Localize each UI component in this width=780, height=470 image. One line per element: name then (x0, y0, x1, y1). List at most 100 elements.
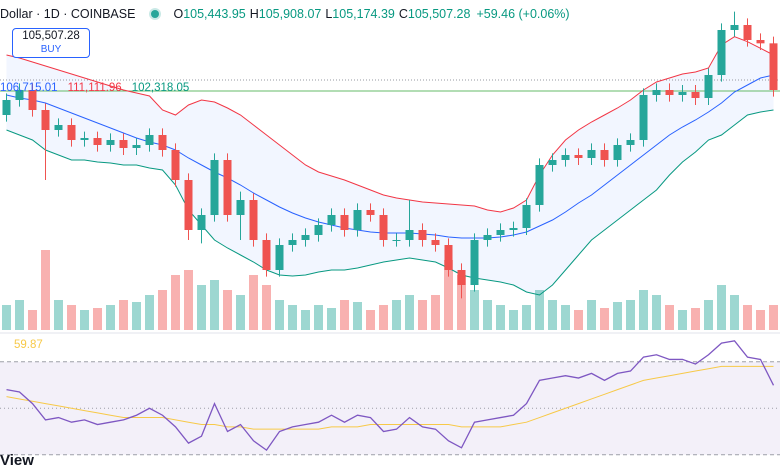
volume-bar (769, 305, 778, 330)
candle-body (223, 160, 232, 215)
candle-body (327, 215, 336, 225)
candle-body (626, 140, 635, 145)
volume-bar (340, 300, 349, 330)
volume-bar (223, 290, 232, 330)
candle-body (457, 270, 466, 285)
status-dot (151, 10, 160, 18)
volume-bar (301, 310, 310, 330)
bb-upper (6, 36, 774, 213)
bb-lower-label: 102,318.05 (131, 82, 190, 94)
ohlc-value: 105,507.28 (407, 7, 471, 21)
volume-bar (665, 305, 674, 330)
candle-body (353, 210, 362, 230)
volume-bar (626, 300, 635, 330)
candle-body (210, 160, 219, 215)
rsi-band (0, 361, 780, 455)
candle-body (236, 200, 245, 215)
volume-bar (483, 300, 492, 330)
candle-body (80, 138, 89, 140)
bollinger-legend: 106,715.01 111,111.96 102,318.05 (0, 82, 189, 94)
candle-body (717, 30, 726, 75)
header: Dollar · 1D · COINBASE O 105,443.95 H 105,… (0, 5, 570, 23)
volume-bar (106, 305, 115, 330)
bb-upper-label: 111,111.96 (67, 82, 122, 94)
volume-bar (496, 305, 505, 330)
candle-body (730, 25, 739, 30)
candle-body (587, 150, 596, 158)
bb-fill (6, 36, 774, 296)
candle-body (392, 240, 401, 241)
candle-body (405, 230, 414, 240)
candle-body (743, 25, 752, 40)
ohlc-key: O (173, 7, 184, 21)
ohlc-value: 105,908.07 (258, 7, 322, 21)
candle-body (301, 235, 310, 240)
candle-body (106, 140, 115, 145)
volume-bar (574, 310, 583, 330)
candle-body (613, 145, 622, 160)
volume-bar (366, 310, 375, 330)
volume-bar (67, 305, 76, 330)
price: 105,507.28 (22, 30, 80, 42)
volume-bar (197, 285, 206, 330)
volume-bar (41, 250, 50, 330)
volume-bar (132, 302, 141, 330)
candle-body (171, 150, 180, 180)
ohlc-value: 105,174.39 (332, 7, 395, 21)
candle-body (93, 138, 102, 145)
volume-bar (756, 310, 765, 330)
volume-bar (691, 308, 700, 330)
candle-body (483, 235, 492, 240)
brand: View (0, 452, 34, 469)
volume-bar (418, 300, 427, 330)
candle-body (275, 245, 284, 270)
volume-bar (184, 270, 193, 330)
bb-lower (6, 109, 774, 296)
volume-bar (28, 310, 37, 330)
candle-body (249, 200, 258, 240)
candle-body (67, 125, 76, 140)
candle-body (509, 228, 518, 230)
ohlc-value: 105,443.95 (183, 7, 246, 21)
rsi-label: 59.87 (14, 339, 43, 351)
rsi-line (6, 340, 775, 452)
volume-bar (93, 308, 102, 330)
volume-bar (2, 305, 11, 330)
candle-body (431, 240, 440, 245)
volume-bar (249, 275, 258, 330)
volume-bar (444, 260, 453, 330)
volume-bar (639, 290, 648, 330)
volume-bar (561, 305, 570, 330)
volume-bar (353, 302, 362, 330)
volume-bar (587, 300, 596, 330)
bb-basis (6, 74, 774, 239)
volume-bar (54, 300, 63, 330)
candle-body (496, 230, 505, 235)
volume-bar (145, 295, 154, 330)
rsi-ma (6, 365, 774, 430)
candle-body (691, 92, 700, 98)
candle-body (639, 95, 648, 140)
candle-body (470, 240, 479, 285)
candle-body (366, 210, 375, 215)
candle-body (678, 92, 687, 95)
volume-bar (431, 295, 440, 330)
price-tag[interactable]: 105,507.28 BUY (12, 28, 90, 58)
volume-bar (158, 290, 167, 330)
volume-bar (470, 290, 479, 330)
candle-body (704, 75, 713, 98)
buy-button[interactable]: BUY (40, 44, 62, 55)
candle-body (262, 240, 271, 270)
volume-bar (314, 305, 323, 330)
volume-bar (275, 300, 284, 330)
volume-bar (548, 300, 557, 330)
volume-bar (652, 295, 661, 330)
volume-bar (262, 285, 271, 330)
candle-body (132, 145, 141, 148)
ohlc-key: L (325, 7, 333, 21)
ohlc-key: C (398, 7, 408, 21)
volume-bar (600, 308, 609, 330)
candle-body (145, 135, 154, 145)
candle-body (769, 43, 778, 90)
